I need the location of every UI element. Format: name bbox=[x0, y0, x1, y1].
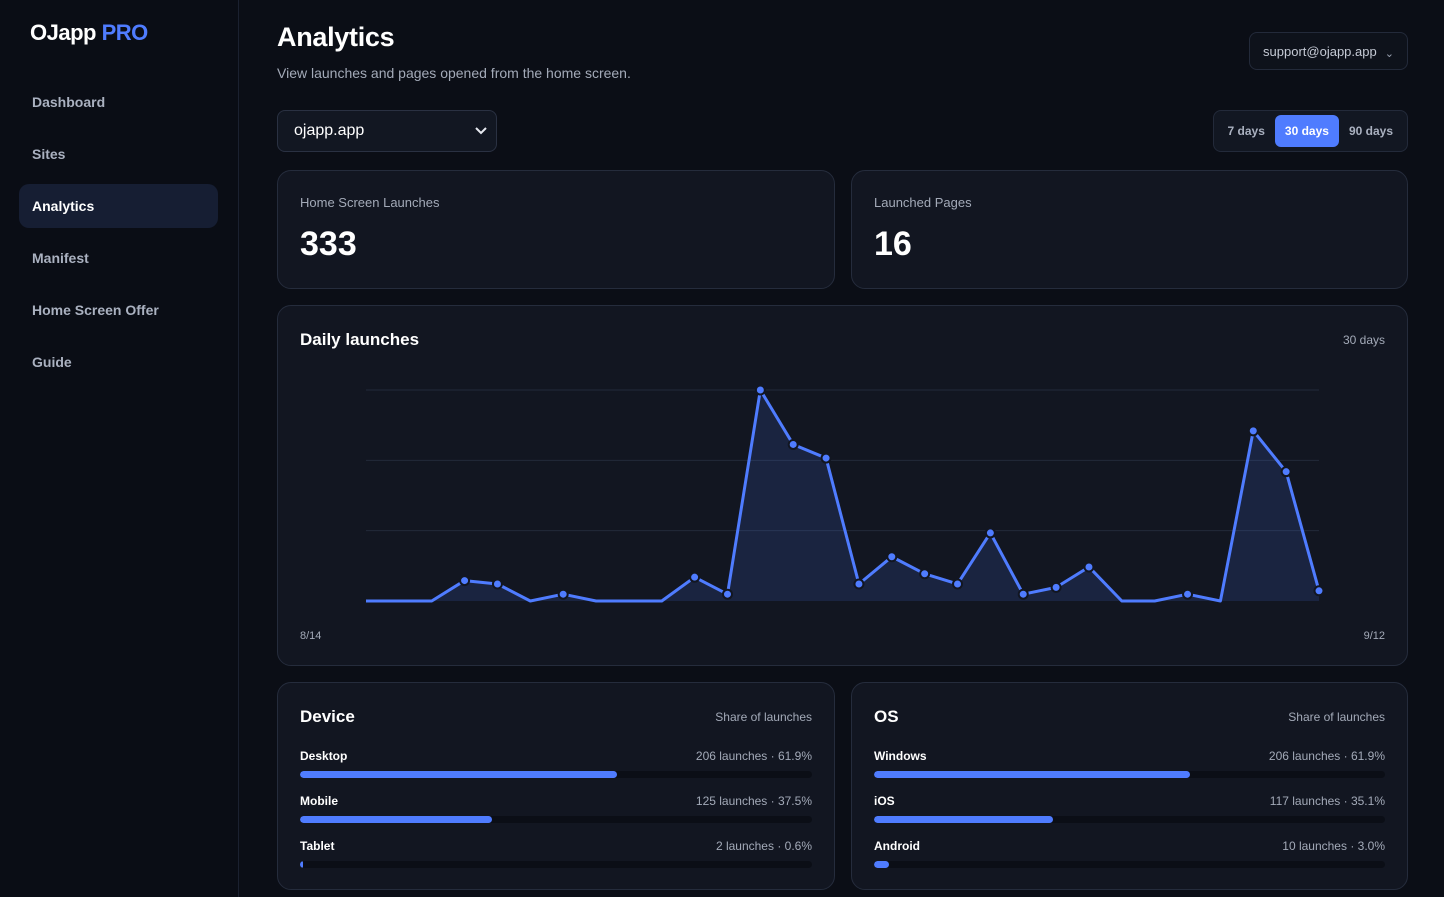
daily-launches-card: Daily launches 30 days 8/14 9/12 bbox=[277, 305, 1408, 666]
launched-pages-card: Launched Pages 16 bbox=[851, 170, 1408, 289]
brand-name: OJapp bbox=[30, 20, 96, 45]
progress-fill bbox=[874, 771, 1191, 778]
card-title: Daily launches bbox=[300, 330, 420, 349]
list-item: Windows 206 launches · 61.9% bbox=[874, 749, 1385, 794]
os-breakdown-card: OS Share of launches Windows 206 launche… bbox=[851, 682, 1408, 890]
data-point[interactable] bbox=[754, 384, 766, 396]
sidebar-item-analytics[interactable]: Analytics bbox=[19, 184, 218, 228]
series-area bbox=[366, 390, 1319, 601]
device-breakdown-card: Device Share of launches Desktop 206 lau… bbox=[277, 682, 835, 890]
data-point[interactable] bbox=[689, 571, 701, 583]
daily-launches-chart bbox=[366, 384, 1325, 603]
site-select-value: ojapp.app bbox=[294, 122, 365, 139]
data-point[interactable] bbox=[1017, 588, 1029, 600]
progress-track bbox=[874, 861, 1385, 868]
brand-logo[interactable]: OJapp PRO bbox=[30, 20, 148, 46]
card-note: Share of launches bbox=[1288, 710, 1385, 724]
bar-label: Windows bbox=[874, 749, 927, 763]
range-90-days-button[interactable]: 90 days bbox=[1348, 124, 1393, 138]
data-point[interactable] bbox=[853, 578, 865, 590]
page-title: Analytics bbox=[277, 22, 395, 52]
sidebar-item-home-screen-offer[interactable]: Home Screen Offer bbox=[32, 302, 159, 318]
os-bar-list: Windows 206 launches · 61.9% iOS 117 lau… bbox=[874, 749, 1385, 884]
x-axis-end-label: 9/12 bbox=[1363, 630, 1385, 642]
data-point[interactable] bbox=[952, 578, 964, 590]
progress-track bbox=[300, 861, 812, 868]
list-item: Tablet 2 launches · 0.6% bbox=[300, 839, 812, 884]
progress-track bbox=[300, 816, 812, 823]
card-note: Share of launches bbox=[715, 710, 812, 724]
card-title: OS bbox=[874, 707, 899, 726]
data-point[interactable] bbox=[984, 527, 996, 539]
stat-value: 16 bbox=[874, 225, 912, 263]
list-item: Desktop 206 launches · 61.9% bbox=[300, 749, 812, 794]
list-item: Mobile 125 launches · 37.5% bbox=[300, 794, 812, 839]
chevron-down-icon: ⌄ bbox=[1384, 47, 1394, 60]
data-point[interactable] bbox=[1280, 466, 1292, 478]
sidebar-item-guide[interactable]: Guide bbox=[32, 354, 72, 370]
bar-value: 2 launches · 0.6% bbox=[715, 839, 812, 853]
data-point[interactable] bbox=[919, 568, 931, 580]
stat-label: Launched Pages bbox=[874, 195, 972, 210]
data-point[interactable] bbox=[491, 578, 503, 590]
card-title: Device bbox=[300, 707, 355, 726]
data-point[interactable] bbox=[1313, 585, 1325, 597]
home-screen-launches-card: Home Screen Launches 333 bbox=[277, 170, 835, 289]
account-email: support@ojapp.app bbox=[1263, 43, 1377, 59]
sidebar-item-dashboard[interactable]: Dashboard bbox=[32, 94, 106, 110]
sidebar-nav: Dashboard Sites Analytics Manifest Home … bbox=[19, 80, 218, 392]
page-subtitle: View launches and pages opened from the … bbox=[277, 65, 631, 81]
bar-label: Tablet bbox=[300, 839, 335, 853]
progress-fill bbox=[874, 861, 890, 868]
list-item: iOS 117 launches · 35.1% bbox=[874, 794, 1385, 839]
list-item: Android 10 launches · 3.0% bbox=[874, 839, 1385, 884]
data-point[interactable] bbox=[886, 551, 898, 563]
chevron-down-icon bbox=[475, 127, 487, 135]
data-point[interactable] bbox=[1083, 561, 1095, 573]
x-axis-start-label: 8/14 bbox=[300, 630, 322, 642]
sidebar-item-sites[interactable]: Sites bbox=[32, 146, 66, 162]
bar-label: iOS bbox=[874, 794, 895, 808]
data-point[interactable] bbox=[820, 452, 832, 464]
range-7-days-button[interactable]: 7 days bbox=[1227, 124, 1265, 138]
data-point[interactable] bbox=[1050, 581, 1062, 593]
site-select[interactable]: ojapp.app bbox=[277, 110, 497, 152]
data-point[interactable] bbox=[1182, 588, 1194, 600]
progress-fill bbox=[300, 861, 304, 868]
sidebar-item-manifest[interactable]: Manifest bbox=[32, 250, 89, 266]
series-line bbox=[366, 388, 1321, 603]
progress-fill bbox=[300, 771, 617, 778]
data-point[interactable] bbox=[1247, 425, 1259, 437]
bar-label: Mobile bbox=[300, 794, 338, 808]
stat-label: Home Screen Launches bbox=[300, 195, 440, 210]
bar-value: 206 launches · 61.9% bbox=[1268, 749, 1385, 763]
bar-value: 206 launches · 61.9% bbox=[695, 749, 812, 763]
bar-label: Desktop bbox=[300, 749, 348, 763]
data-point[interactable] bbox=[721, 588, 733, 600]
date-range-toggle: 7 days 30 days 90 days bbox=[1212, 110, 1408, 152]
range-30-days-button[interactable]: 30 days bbox=[1274, 115, 1339, 147]
data-point[interactable] bbox=[557, 588, 569, 600]
sidebar: OJapp PRO Dashboard Sites Analytics Mani… bbox=[0, 0, 239, 897]
bar-label: Android bbox=[874, 839, 920, 853]
bar-value: 125 launches · 37.5% bbox=[695, 794, 812, 808]
progress-fill bbox=[874, 816, 1054, 823]
account-menu-button[interactable]: support@ojapp.app ⌄ bbox=[1249, 32, 1408, 70]
stat-value: 333 bbox=[300, 225, 357, 263]
progress-track bbox=[874, 771, 1385, 778]
device-bar-list: Desktop 206 launches · 61.9% Mobile 125 … bbox=[300, 749, 812, 884]
progress-track bbox=[874, 816, 1385, 823]
data-point[interactable] bbox=[787, 438, 799, 450]
brand-suffix: PRO bbox=[101, 20, 149, 45]
progress-fill bbox=[300, 816, 492, 823]
progress-track bbox=[300, 771, 812, 778]
data-point[interactable] bbox=[459, 575, 471, 587]
card-note: 30 days bbox=[1342, 333, 1385, 347]
bar-value: 117 launches · 35.1% bbox=[1269, 794, 1385, 808]
bar-value: 10 launches · 3.0% bbox=[1282, 839, 1385, 853]
